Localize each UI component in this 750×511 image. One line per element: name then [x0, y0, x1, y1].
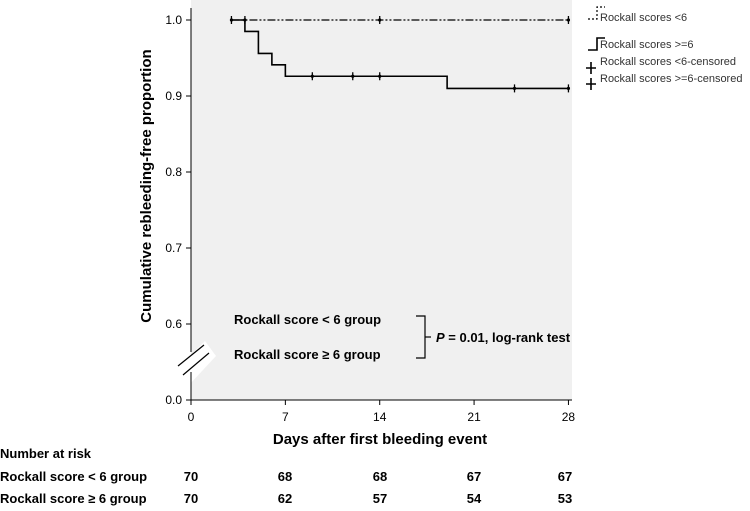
- risk-value: 70: [184, 469, 198, 484]
- p-symbol: P: [436, 330, 445, 345]
- axis-break-mark-1: [177, 344, 205, 367]
- y-ticks: 0.0 0.6 0.7 0.8 0.9 1.0: [165, 13, 191, 407]
- risk-value: 67: [558, 469, 572, 484]
- risk-value: 53: [558, 491, 572, 506]
- censor-dot: [310, 74, 314, 78]
- legend-entry-low: Rockall scores <6: [588, 6, 687, 24]
- legend-label-high-censored: Rockall scores >=6-censored: [600, 73, 742, 85]
- y-tick-label: 1.0: [165, 13, 182, 27]
- risk-row-label-high: Rockall score ≥ 6 group: [0, 491, 147, 506]
- x-tick-label: 21: [467, 410, 481, 424]
- legend-censor-mark-low: [586, 62, 596, 74]
- legend-entry-high-censored: Rockall scores >=6-censored: [586, 73, 742, 90]
- p-text: = 0.01, log-rank test: [445, 330, 571, 345]
- y-tick-label: 0.8: [165, 165, 182, 179]
- annotation-p-value: P = 0.01, log-rank test: [436, 330, 571, 345]
- legend-label-low: Rockall scores <6: [600, 12, 687, 24]
- x-tick-label: 14: [373, 410, 387, 424]
- annotation-group-low: Rockall score < 6 group: [234, 312, 381, 327]
- legend-label-high: Rockall scores >=6: [600, 39, 694, 51]
- legend-entry-low-censored: Rockall scores <6-censored: [586, 56, 736, 74]
- y-tick-label: 0.9: [165, 89, 182, 103]
- y-tick-label: 0.0: [165, 393, 182, 407]
- censor-dot: [378, 74, 382, 78]
- censor-dot: [566, 18, 571, 22]
- risk-value: 54: [467, 491, 482, 506]
- censor-dot: [351, 74, 355, 78]
- legend-entry-high: Rockall scores >=6: [588, 37, 694, 51]
- legend: Rockall scores <6 Rockall scores >=6 Roc…: [586, 6, 742, 90]
- censor-dot: [512, 86, 517, 90]
- risk-value: 68: [373, 469, 387, 484]
- risk-value: 62: [278, 491, 292, 506]
- legend-censor-mark-high: [586, 78, 596, 90]
- risk-value: 67: [467, 469, 481, 484]
- y-tick-label: 0.7: [165, 241, 182, 255]
- x-ticks: 0 7 14 21 28: [188, 400, 576, 424]
- series-line-1: [231, 19, 569, 90]
- x-tick-label: 28: [562, 410, 576, 424]
- axis-break-mark-2: [182, 352, 210, 376]
- plot-area: [191, 0, 572, 400]
- risk-value: 68: [278, 469, 292, 484]
- risk-value: 57: [373, 491, 387, 506]
- series-layer: [229, 16, 571, 93]
- risk-values: 70 68 68 67 67 70 62 57 54 53: [184, 469, 572, 506]
- y-tick-label: 0.6: [165, 317, 182, 331]
- x-axis-label: Days after first bleeding event: [273, 431, 487, 448]
- annotation-group-high: Rockall score ≥ 6 group: [234, 347, 381, 362]
- censor-dot: [378, 18, 382, 22]
- x-tick-label: 0: [188, 410, 195, 424]
- risk-row-label-low: Rockall score < 6 group: [0, 469, 147, 484]
- legend-label-low-censored: Rockall scores <6-censored: [600, 56, 736, 68]
- legend-swatch-high: [588, 37, 605, 51]
- risk-table-title: Number at risk: [0, 446, 92, 461]
- risk-value: 70: [184, 491, 198, 506]
- y-axis-label: Cumulative rebleeding-free proportion: [138, 49, 155, 322]
- censor-dot: [566, 86, 571, 90]
- x-tick-label: 7: [282, 410, 289, 424]
- legend-swatch-low: [588, 6, 605, 20]
